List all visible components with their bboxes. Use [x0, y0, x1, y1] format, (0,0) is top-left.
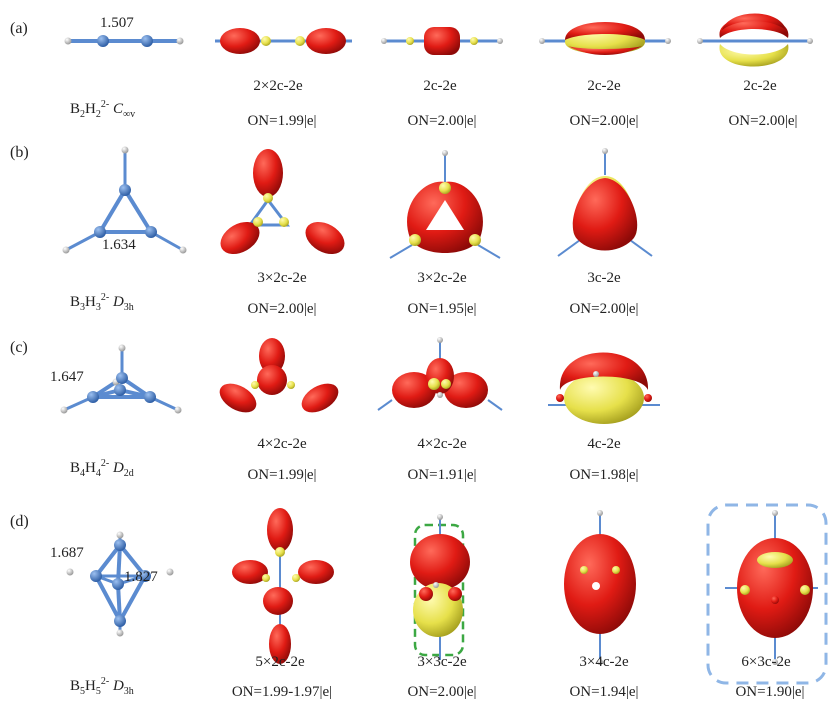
panel-label-b: (b) [10, 144, 29, 161]
bond-length-b: 1.634 [102, 237, 136, 253]
orbital-c2-on: ON=1.91|e| [407, 467, 477, 483]
orbital-a1-on: ON=1.99|e| [247, 113, 317, 129]
orbital-d2 [410, 514, 470, 660]
orbital-d4-on: ON=1.90|e| [735, 684, 805, 700]
molecule-label-b: B3H32- D3h [70, 292, 134, 313]
orbital-a3-type: 2c-2e [587, 78, 621, 94]
orbital-d1-type: 5×2c-2e [255, 654, 305, 670]
bond-length-a: 1.507 [100, 15, 134, 31]
bond-length-d1: 1.687 [50, 545, 84, 561]
panel-label-d: (d) [10, 513, 29, 530]
orbital-d1-on: ON=1.99-1.97|e| [231, 684, 333, 700]
orbital-d3-on: ON=1.94|e| [569, 684, 639, 700]
panel-label-c: (c) [10, 339, 28, 356]
orbital-c3 [548, 352, 660, 424]
row-d-structure [66, 531, 174, 637]
bond-length-c: 1.647 [50, 369, 84, 385]
row-b-structure [62, 146, 187, 254]
orbital-c3-on: ON=1.98|e| [569, 467, 639, 483]
orbital-a2-type: 2c-2e [423, 78, 457, 94]
orbital-b3-on: ON=2.00|e| [569, 301, 639, 317]
orbital-b1-type: 3×2c-2e [257, 270, 307, 286]
row-c-structure [60, 344, 182, 414]
orbital-a1 [215, 28, 352, 54]
orbital-c3-type: 4c-2e [587, 436, 621, 452]
orbital-a4-type: 2c-2e [743, 78, 777, 94]
orbital-d2-on: ON=2.00|e| [407, 684, 477, 700]
orbital-b2 [389, 150, 501, 259]
orbital-b3 [557, 148, 653, 257]
orbital-c1-on: ON=1.99|e| [247, 467, 317, 483]
bond-length-d2: 1.827 [124, 569, 158, 585]
molecule-label-c: B4H42- D2d [70, 458, 134, 479]
molecule-label-d: B5H52- D3h [70, 676, 134, 697]
orbital-c1 [219, 338, 339, 413]
orbital-b2-on: ON=1.95|e| [407, 301, 477, 317]
orbital-a2-on: ON=2.00|e| [407, 113, 477, 129]
orbital-d4 [706, 503, 828, 685]
orbital-a1-type: 2×2c-2e [253, 78, 303, 94]
molecule-label-a: B2H22- C∞v [70, 99, 136, 120]
orbital-c1-type: 4×2c-2e [257, 436, 307, 452]
orbital-b1-on: ON=2.00|e| [247, 301, 317, 317]
orbital-a4 [697, 13, 813, 67]
orbital-d1 [232, 508, 334, 664]
orbital-c2 [377, 337, 503, 411]
row-a-structure [64, 35, 184, 47]
orbital-b1 [220, 149, 345, 255]
orbital-d4-type: 6×3c-2e [741, 654, 791, 670]
orbital-a3 [539, 22, 671, 55]
orbital-d3 [564, 510, 636, 665]
orbital-b3-type: 3c-2e [587, 270, 621, 286]
orbital-d2-type: 3×3c-2e [417, 654, 467, 670]
orbital-a4-on: ON=2.00|e| [728, 113, 798, 129]
orbital-c2-type: 4×2c-2e [417, 436, 467, 452]
orbital-a3-on: ON=2.00|e| [569, 113, 639, 129]
orbital-d3-type: 3×4c-2e [579, 654, 629, 670]
orbital-a2 [381, 27, 503, 55]
panel-label-a: (a) [10, 20, 28, 37]
orbital-b2-type: 3×2c-2e [417, 270, 467, 286]
